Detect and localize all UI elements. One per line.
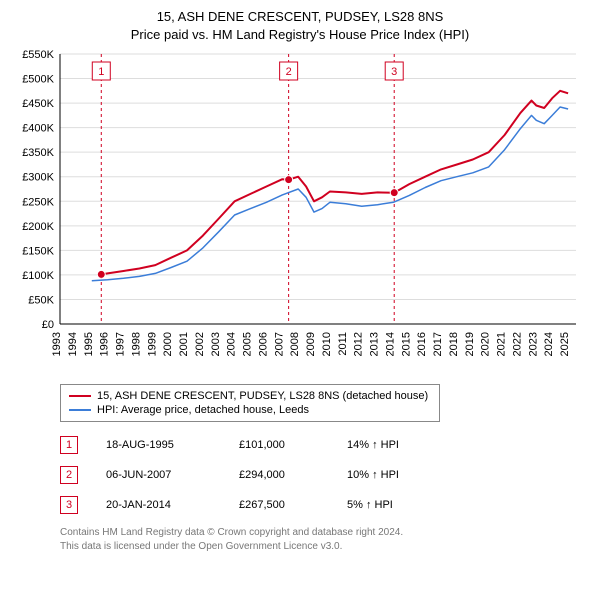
- svg-text:£550K: £550K: [22, 49, 54, 61]
- svg-text:2014: 2014: [384, 332, 396, 356]
- transaction-table: 1 18-AUG-1995 £101,000 14% ↑ HPI 2 06-JUN-200…: [60, 430, 576, 520]
- svg-text:2008: 2008: [289, 332, 301, 356]
- chart-container: 15, ASH DENE CRESCENT, PUDSEY, LS28 8NS …: [0, 0, 600, 564]
- transaction-date: 18-AUG-1995: [106, 439, 211, 451]
- svg-text:£300K: £300K: [22, 172, 54, 184]
- transaction-diff: 14% ↑ HPI: [347, 439, 437, 451]
- svg-text:2005: 2005: [242, 332, 254, 356]
- transaction-row: 3 20-JAN-2014 £267,500 5% ↑ HPI: [60, 490, 576, 520]
- chart-title: 15, ASH DENE CRESCENT, PUDSEY, LS28 8NS …: [10, 8, 590, 44]
- svg-text:£100K: £100K: [22, 270, 54, 282]
- svg-text:2021: 2021: [496, 332, 508, 356]
- legend-label: HPI: Average price, detached house, Leed…: [97, 404, 309, 416]
- svg-text:3: 3: [391, 66, 397, 78]
- svg-text:2025: 2025: [559, 332, 571, 356]
- svg-text:2018: 2018: [448, 332, 460, 356]
- transaction-price: £101,000: [239, 439, 319, 451]
- svg-text:2009: 2009: [305, 332, 317, 356]
- transaction-diff: 10% ↑ HPI: [347, 469, 437, 481]
- transaction-price: £267,500: [239, 499, 319, 511]
- svg-text:2001: 2001: [178, 332, 190, 356]
- transaction-row: 2 06-JUN-2007 £294,000 10% ↑ HPI: [60, 460, 576, 490]
- legend-row: 15, ASH DENE CRESCENT, PUDSEY, LS28 8NS …: [69, 389, 431, 403]
- transaction-price: £294,000: [239, 469, 319, 481]
- svg-text:2010: 2010: [321, 332, 333, 356]
- svg-text:2019: 2019: [464, 332, 476, 356]
- svg-text:2016: 2016: [416, 332, 428, 356]
- svg-text:2012: 2012: [353, 332, 365, 356]
- legend: 15, ASH DENE CRESCENT, PUDSEY, LS28 8NS …: [60, 384, 440, 422]
- footnote-line-2: This data is licensed under the Open Gov…: [60, 540, 576, 554]
- svg-text:£400K: £400K: [22, 123, 54, 135]
- svg-text:£350K: £350K: [22, 148, 54, 160]
- svg-text:2024: 2024: [543, 332, 555, 356]
- svg-text:£50K: £50K: [28, 295, 54, 307]
- transaction-date: 20-JAN-2014: [106, 499, 211, 511]
- svg-text:2015: 2015: [400, 332, 412, 356]
- transaction-badge: 3: [60, 496, 78, 514]
- svg-text:£250K: £250K: [22, 197, 54, 209]
- svg-text:1998: 1998: [130, 332, 142, 356]
- legend-swatch: [69, 395, 91, 397]
- svg-text:2004: 2004: [226, 332, 238, 356]
- title-line-2: Price paid vs. HM Land Registry's House …: [10, 26, 590, 44]
- svg-text:2007: 2007: [273, 332, 285, 356]
- transaction-date: 06-JUN-2007: [106, 469, 211, 481]
- svg-text:1993: 1993: [51, 332, 63, 356]
- svg-text:1996: 1996: [99, 332, 111, 356]
- legend-label: 15, ASH DENE CRESCENT, PUDSEY, LS28 8NS …: [97, 390, 428, 402]
- svg-text:1: 1: [98, 66, 104, 78]
- svg-text:2: 2: [286, 66, 292, 78]
- svg-text:2020: 2020: [480, 332, 492, 356]
- transaction-badge: 2: [60, 466, 78, 484]
- svg-text:2003: 2003: [210, 332, 222, 356]
- transaction-diff: 5% ↑ HPI: [347, 499, 437, 511]
- line-chart-svg: £0 £50K £100K £150K £200K £250K £300K £350K £400…: [10, 44, 590, 374]
- svg-text:2006: 2006: [257, 332, 269, 356]
- svg-text:£150K: £150K: [22, 246, 54, 258]
- svg-text:1997: 1997: [115, 332, 127, 356]
- svg-text:1999: 1999: [146, 332, 158, 356]
- svg-text:£450K: £450K: [22, 98, 54, 110]
- svg-text:2011: 2011: [337, 332, 349, 356]
- svg-text:2013: 2013: [369, 332, 381, 356]
- footnote-line-1: Contains HM Land Registry data © Crown c…: [60, 526, 576, 540]
- legend-row: HPI: Average price, detached house, Leed…: [69, 403, 431, 417]
- legend-swatch: [69, 409, 91, 411]
- svg-text:2023: 2023: [527, 332, 539, 356]
- svg-text:1994: 1994: [67, 332, 79, 356]
- svg-text:1995: 1995: [83, 332, 95, 356]
- svg-text:2002: 2002: [194, 332, 206, 356]
- transaction-badge: 1: [60, 436, 78, 454]
- svg-text:£0: £0: [42, 319, 54, 331]
- transaction-row: 1 18-AUG-1995 £101,000 14% ↑ HPI: [60, 430, 576, 460]
- chart-area: £0 £50K £100K £150K £200K £250K £300K £350K £400…: [10, 44, 590, 374]
- svg-text:2000: 2000: [162, 332, 174, 356]
- svg-text:2022: 2022: [511, 332, 523, 356]
- title-line-1: 15, ASH DENE CRESCENT, PUDSEY, LS28 8NS: [10, 8, 590, 26]
- footnote: Contains HM Land Registry data © Crown c…: [60, 526, 576, 554]
- svg-text:£500K: £500K: [22, 74, 54, 86]
- svg-text:£200K: £200K: [22, 221, 54, 233]
- svg-text:2017: 2017: [432, 332, 444, 356]
